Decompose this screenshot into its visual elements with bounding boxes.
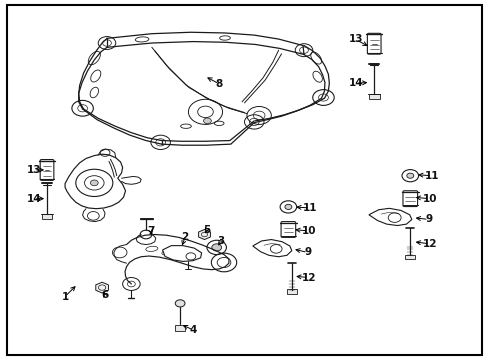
- Text: 10: 10: [422, 194, 436, 204]
- Circle shape: [175, 300, 184, 307]
- FancyBboxPatch shape: [366, 33, 380, 54]
- Polygon shape: [65, 154, 125, 209]
- Polygon shape: [96, 282, 108, 293]
- Text: 4: 4: [189, 325, 197, 335]
- Circle shape: [285, 204, 291, 210]
- FancyBboxPatch shape: [281, 222, 295, 237]
- Text: 12: 12: [301, 273, 315, 283]
- FancyBboxPatch shape: [405, 255, 414, 259]
- Text: 13: 13: [26, 165, 41, 175]
- FancyBboxPatch shape: [368, 94, 379, 99]
- FancyBboxPatch shape: [40, 159, 54, 180]
- Text: 12: 12: [422, 239, 436, 249]
- Circle shape: [90, 180, 98, 186]
- Text: 10: 10: [301, 226, 315, 236]
- FancyBboxPatch shape: [174, 325, 185, 331]
- Text: 14: 14: [347, 78, 362, 88]
- Text: 14: 14: [26, 194, 41, 204]
- Text: 9: 9: [304, 247, 311, 257]
- Text: 3: 3: [217, 236, 224, 246]
- Text: 13: 13: [348, 35, 362, 44]
- Polygon shape: [162, 246, 201, 261]
- Text: 6: 6: [101, 291, 108, 301]
- Text: 2: 2: [181, 232, 188, 242]
- Text: 7: 7: [147, 226, 154, 236]
- FancyBboxPatch shape: [41, 213, 52, 219]
- Text: 11: 11: [424, 171, 438, 181]
- Circle shape: [406, 173, 413, 178]
- Text: 5: 5: [203, 225, 210, 235]
- FancyBboxPatch shape: [287, 289, 297, 293]
- Text: 8: 8: [215, 79, 223, 89]
- Polygon shape: [252, 239, 291, 257]
- FancyBboxPatch shape: [402, 191, 417, 207]
- Circle shape: [211, 244, 221, 251]
- Polygon shape: [368, 208, 411, 226]
- Text: 11: 11: [303, 203, 317, 213]
- Circle shape: [203, 118, 211, 124]
- Text: 1: 1: [61, 292, 68, 302]
- Text: 9: 9: [425, 215, 431, 224]
- Polygon shape: [198, 229, 210, 239]
